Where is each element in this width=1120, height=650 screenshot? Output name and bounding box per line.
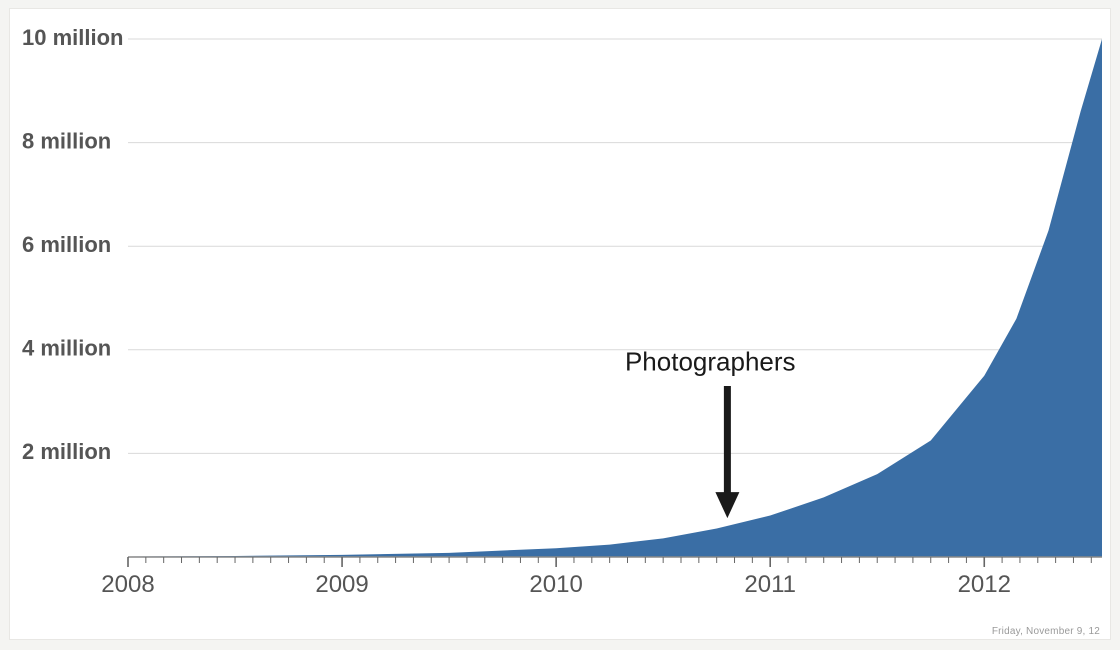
annotation-arrow: [715, 386, 739, 518]
x-tick-label: 2008: [101, 571, 154, 598]
annotation-label: Photographers: [625, 347, 796, 377]
area-chart: 2 million 4 million 6 million 8 million 10 m…: [10, 9, 1110, 627]
y-tick-label: 8 million: [22, 128, 111, 153]
area-fill: [128, 39, 1102, 557]
x-tick-label: 2009: [315, 571, 368, 598]
y-tick-label: 4 million: [22, 336, 111, 361]
x-tick-label: 2011: [744, 571, 796, 598]
y-tick-label: 2 million: [22, 439, 111, 464]
footer-date: Friday, November 9, 12: [992, 626, 1100, 637]
x-tick-label: 2010: [529, 571, 582, 598]
y-tick-label: 10 million: [22, 25, 123, 50]
x-tick-label: 2012: [958, 571, 1011, 598]
y-tick-label: 6 million: [22, 232, 111, 257]
chart-container: 2 million 4 million 6 million 8 million 10 m…: [9, 8, 1111, 640]
